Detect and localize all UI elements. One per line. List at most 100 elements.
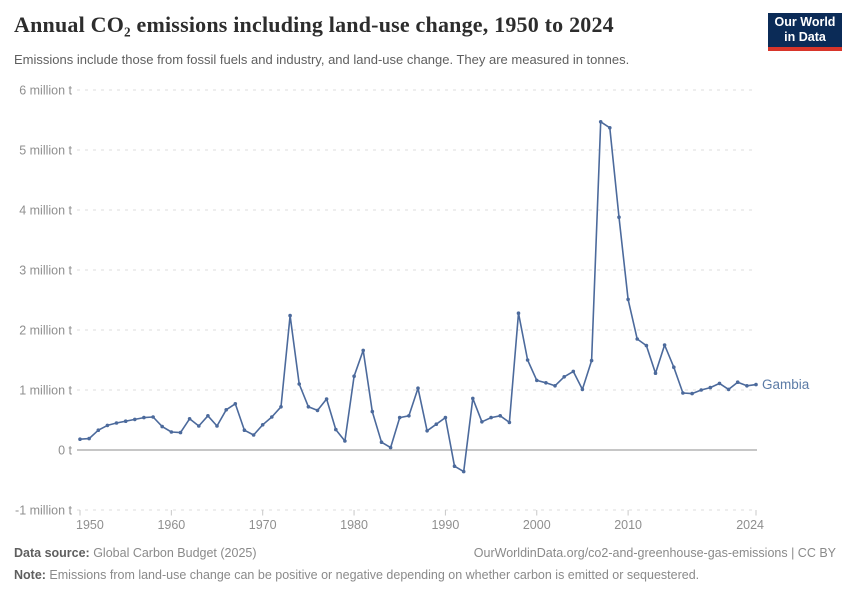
y-tick-label: 6 million t [19, 84, 72, 98]
data-point[interactable] [270, 415, 274, 419]
data-point[interactable] [745, 384, 749, 388]
data-point[interactable] [699, 388, 703, 392]
data-point[interactable] [279, 405, 283, 409]
data-point[interactable] [178, 430, 183, 435]
data-point[interactable] [562, 375, 566, 379]
data-point[interactable] [644, 343, 649, 348]
data-point[interactable] [535, 378, 539, 383]
data-point[interactable] [735, 380, 740, 385]
y-tick-label: 0 t [58, 444, 72, 458]
note-label: Note: [14, 568, 46, 582]
data-point[interactable] [251, 433, 256, 437]
data-point[interactable] [142, 415, 146, 420]
data-point[interactable] [169, 430, 174, 434]
data-point[interactable] [553, 384, 557, 388]
note-value: Emissions from land-use change can be po… [45, 568, 700, 582]
data-point[interactable] [260, 423, 265, 427]
x-tick-label: 2010 [614, 518, 642, 532]
data-point[interactable] [617, 215, 621, 219]
data-point[interactable] [388, 445, 393, 450]
data-point[interactable] [690, 391, 694, 396]
data-point[interactable] [544, 381, 548, 385]
data-point[interactable] [343, 439, 347, 443]
data-point[interactable] [416, 386, 420, 391]
data-point[interactable] [452, 464, 457, 469]
data-point[interactable] [233, 402, 238, 406]
data-point[interactable] [754, 382, 758, 387]
chart-area: 6 million t 5 million t 4 million t 3 milli… [15, 84, 810, 533]
data-point[interactable] [361, 348, 366, 353]
data-point[interactable] [105, 423, 110, 428]
data-source-value: Global Carbon Budget (2025) [89, 546, 257, 560]
data-point[interactable] [315, 408, 320, 413]
data-point[interactable] [434, 422, 439, 427]
data-point[interactable] [197, 424, 201, 428]
x-tick-label: 1950 [76, 518, 104, 532]
data-point[interactable] [288, 313, 292, 318]
data-point[interactable] [114, 421, 119, 425]
owid-logo-line2: in Data [784, 30, 826, 44]
data-point[interactable] [525, 358, 530, 362]
owid-logo-box: Our World in Data [768, 13, 842, 47]
data-point[interactable] [87, 436, 91, 441]
data-point[interactable] [151, 415, 155, 419]
data-point[interactable] [608, 126, 612, 130]
data-point[interactable] [425, 429, 429, 433]
data-point[interactable] [662, 343, 667, 347]
x-tick-label: 1990 [431, 518, 459, 532]
emissions-line[interactable] [79, 121, 757, 473]
data-point[interactable] [123, 419, 128, 424]
data-point[interactable] [516, 311, 521, 316]
data-point[interactable] [653, 371, 658, 376]
data-point[interactable] [206, 414, 210, 418]
data-point[interactable] [407, 414, 411, 418]
data-point[interactable] [480, 420, 484, 424]
data-point[interactable] [242, 428, 247, 433]
data-point[interactable] [598, 120, 603, 124]
data-point[interactable] [78, 437, 82, 442]
data-point[interactable] [626, 297, 630, 302]
data-point[interactable] [489, 415, 493, 420]
entity-label[interactable]: Gambia [762, 377, 810, 392]
y-tick-label: 4 million t [19, 204, 72, 218]
data-point[interactable] [708, 385, 713, 390]
owid-logo-red-bar [768, 47, 842, 51]
data-point[interactable] [324, 397, 329, 401]
x-tick-label: 1980 [340, 518, 368, 532]
data-point[interactable] [635, 337, 639, 341]
data-point[interactable] [133, 417, 137, 422]
data-point[interactable] [215, 424, 219, 428]
x-tick-label: 1960 [157, 518, 185, 532]
data-point[interactable] [672, 365, 676, 370]
data-point[interactable] [461, 469, 466, 474]
data-point[interactable] [726, 387, 731, 392]
data-point[interactable] [471, 396, 475, 401]
data-point[interactable] [580, 387, 585, 392]
data-point[interactable] [397, 415, 402, 420]
data-point[interactable] [589, 358, 594, 363]
data-point[interactable] [571, 369, 576, 374]
data-point[interactable] [717, 381, 722, 386]
data-point[interactable] [352, 374, 356, 379]
chart-subtitle: Emissions include those from fossil fuel… [14, 52, 630, 67]
y-tick-label: -1 million t [15, 504, 72, 518]
data-point[interactable] [297, 382, 302, 386]
data-source-label: Data source: [14, 546, 90, 560]
data-point[interactable] [334, 427, 338, 432]
data-point[interactable] [370, 409, 375, 414]
data-point[interactable] [306, 405, 311, 409]
data-point[interactable] [498, 414, 503, 418]
owid-logo[interactable]: Our World in Data [768, 13, 842, 51]
data-point[interactable] [187, 417, 192, 421]
data-point[interactable] [96, 428, 101, 433]
data-point[interactable] [379, 440, 384, 445]
data-point[interactable] [681, 391, 685, 395]
data-point[interactable] [160, 424, 164, 429]
attribution-link[interactable]: OurWorldinData.org/co2-and-greenhouse-ga… [473, 546, 836, 560]
data-point[interactable] [507, 420, 512, 425]
data-point[interactable] [224, 408, 228, 412]
x-tick-label: 2000 [523, 518, 551, 532]
data-point[interactable] [443, 415, 448, 420]
y-tick-label: 3 million t [19, 264, 72, 278]
y-tick-label: 1 million t [19, 384, 72, 398]
